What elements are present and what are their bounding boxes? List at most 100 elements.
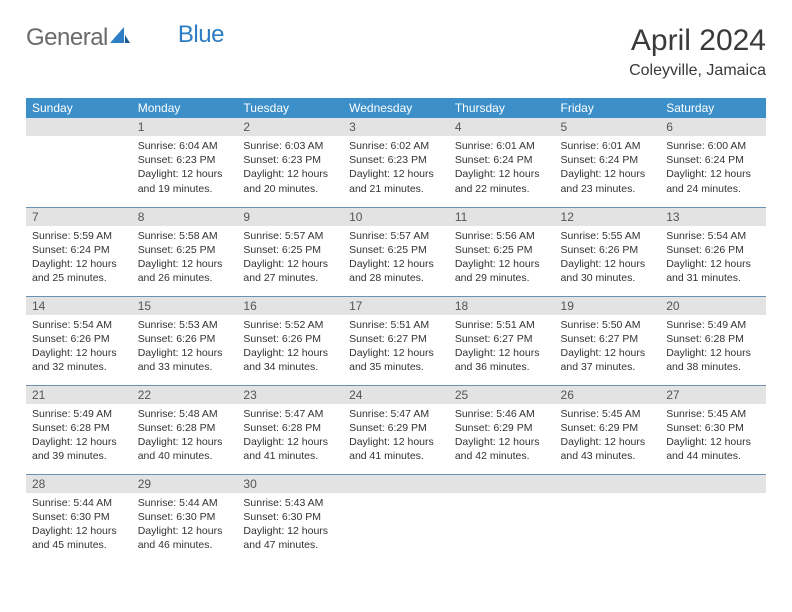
day-number: 21 xyxy=(26,386,132,404)
day-number-empty xyxy=(449,475,555,493)
calendar-cell: 25Sunrise: 5:46 AMSunset: 6:29 PMDayligh… xyxy=(449,385,555,474)
calendar-cell: 3Sunrise: 6:02 AMSunset: 6:23 PMDaylight… xyxy=(343,118,449,207)
weekday-header: Tuesday xyxy=(237,98,343,118)
calendar-cell: 16Sunrise: 5:52 AMSunset: 6:26 PMDayligh… xyxy=(237,296,343,385)
calendar-cell: 27Sunrise: 5:45 AMSunset: 6:30 PMDayligh… xyxy=(660,385,766,474)
day-number: 1 xyxy=(132,118,238,136)
day-details: Sunrise: 5:57 AMSunset: 6:25 PMDaylight:… xyxy=(237,226,343,290)
daylight-text: Daylight: 12 hours and 43 minutes. xyxy=(561,435,655,463)
calendar-cell: 20Sunrise: 5:49 AMSunset: 6:28 PMDayligh… xyxy=(660,296,766,385)
calendar-week-row: 7Sunrise: 5:59 AMSunset: 6:24 PMDaylight… xyxy=(26,207,766,296)
day-details: Sunrise: 5:53 AMSunset: 6:26 PMDaylight:… xyxy=(132,315,238,379)
sunset-text: Sunset: 6:28 PM xyxy=(666,332,760,346)
calendar-cell: 1Sunrise: 6:04 AMSunset: 6:23 PMDaylight… xyxy=(132,118,238,207)
sunrise-text: Sunrise: 5:56 AM xyxy=(455,229,549,243)
sunset-text: Sunset: 6:29 PM xyxy=(349,421,443,435)
sunrise-text: Sunrise: 5:53 AM xyxy=(138,318,232,332)
day-number: 14 xyxy=(26,297,132,315)
sunset-text: Sunset: 6:28 PM xyxy=(138,421,232,435)
calendar-cell: 9Sunrise: 5:57 AMSunset: 6:25 PMDaylight… xyxy=(237,207,343,296)
daylight-text: Daylight: 12 hours and 36 minutes. xyxy=(455,346,549,374)
calendar-cell: 18Sunrise: 5:51 AMSunset: 6:27 PMDayligh… xyxy=(449,296,555,385)
sunrise-text: Sunrise: 5:54 AM xyxy=(666,229,760,243)
sunrise-text: Sunrise: 5:52 AM xyxy=(243,318,337,332)
day-number: 25 xyxy=(449,386,555,404)
daylight-text: Daylight: 12 hours and 46 minutes. xyxy=(138,524,232,552)
day-details: Sunrise: 5:47 AMSunset: 6:28 PMDaylight:… xyxy=(237,404,343,468)
sunset-text: Sunset: 6:25 PM xyxy=(349,243,443,257)
day-number-empty xyxy=(660,475,766,493)
sunrise-text: Sunrise: 5:54 AM xyxy=(32,318,126,332)
daylight-text: Daylight: 12 hours and 26 minutes. xyxy=(138,257,232,285)
sunrise-text: Sunrise: 6:01 AM xyxy=(455,139,549,153)
calendar-cell: 26Sunrise: 5:45 AMSunset: 6:29 PMDayligh… xyxy=(555,385,661,474)
day-details: Sunrise: 5:57 AMSunset: 6:25 PMDaylight:… xyxy=(343,226,449,290)
sunrise-text: Sunrise: 5:49 AM xyxy=(666,318,760,332)
day-number: 16 xyxy=(237,297,343,315)
day-number: 24 xyxy=(343,386,449,404)
calendar-cell xyxy=(660,474,766,563)
sunset-text: Sunset: 6:30 PM xyxy=(243,510,337,524)
sunrise-text: Sunrise: 6:03 AM xyxy=(243,139,337,153)
sunrise-text: Sunrise: 5:51 AM xyxy=(349,318,443,332)
calendar-week-row: 21Sunrise: 5:49 AMSunset: 6:28 PMDayligh… xyxy=(26,385,766,474)
calendar-cell xyxy=(449,474,555,563)
calendar-cell: 15Sunrise: 5:53 AMSunset: 6:26 PMDayligh… xyxy=(132,296,238,385)
daylight-text: Daylight: 12 hours and 40 minutes. xyxy=(138,435,232,463)
daylight-text: Daylight: 12 hours and 23 minutes. xyxy=(561,167,655,195)
page-title: April 2024 xyxy=(629,24,766,58)
day-details: Sunrise: 6:02 AMSunset: 6:23 PMDaylight:… xyxy=(343,136,449,200)
sunrise-text: Sunrise: 5:47 AM xyxy=(243,407,337,421)
logo-text-grey: General xyxy=(26,24,108,52)
day-number: 10 xyxy=(343,208,449,226)
daylight-text: Daylight: 12 hours and 28 minutes. xyxy=(349,257,443,285)
weekday-header: Sunday xyxy=(26,98,132,118)
sunset-text: Sunset: 6:26 PM xyxy=(32,332,126,346)
daylight-text: Daylight: 12 hours and 39 minutes. xyxy=(32,435,126,463)
day-details: Sunrise: 5:47 AMSunset: 6:29 PMDaylight:… xyxy=(343,404,449,468)
logo: General Blue xyxy=(26,24,224,52)
day-details: Sunrise: 5:55 AMSunset: 6:26 PMDaylight:… xyxy=(555,226,661,290)
sunset-text: Sunset: 6:24 PM xyxy=(32,243,126,257)
day-details: Sunrise: 5:43 AMSunset: 6:30 PMDaylight:… xyxy=(237,493,343,557)
day-details: Sunrise: 6:03 AMSunset: 6:23 PMDaylight:… xyxy=(237,136,343,200)
sunrise-text: Sunrise: 5:59 AM xyxy=(32,229,126,243)
daylight-text: Daylight: 12 hours and 24 minutes. xyxy=(666,167,760,195)
sunrise-text: Sunrise: 5:44 AM xyxy=(138,496,232,510)
day-number: 12 xyxy=(555,208,661,226)
sunset-text: Sunset: 6:23 PM xyxy=(349,153,443,167)
weekday-header-row: Sunday Monday Tuesday Wednesday Thursday… xyxy=(26,98,766,118)
daylight-text: Daylight: 12 hours and 31 minutes. xyxy=(666,257,760,285)
calendar-cell xyxy=(343,474,449,563)
day-details: Sunrise: 5:45 AMSunset: 6:29 PMDaylight:… xyxy=(555,404,661,468)
calendar-cell: 17Sunrise: 5:51 AMSunset: 6:27 PMDayligh… xyxy=(343,296,449,385)
day-number-empty xyxy=(555,475,661,493)
daylight-text: Daylight: 12 hours and 30 minutes. xyxy=(561,257,655,285)
day-number: 17 xyxy=(343,297,449,315)
day-number: 30 xyxy=(237,475,343,493)
calendar-cell: 2Sunrise: 6:03 AMSunset: 6:23 PMDaylight… xyxy=(237,118,343,207)
location-label: Coleyville, Jamaica xyxy=(629,62,766,80)
sunrise-text: Sunrise: 5:51 AM xyxy=(455,318,549,332)
day-details: Sunrise: 5:59 AMSunset: 6:24 PMDaylight:… xyxy=(26,226,132,290)
calendar-cell xyxy=(555,474,661,563)
sunrise-text: Sunrise: 5:50 AM xyxy=(561,318,655,332)
day-details: Sunrise: 6:01 AMSunset: 6:24 PMDaylight:… xyxy=(449,136,555,200)
daylight-text: Daylight: 12 hours and 19 minutes. xyxy=(138,167,232,195)
sunset-text: Sunset: 6:25 PM xyxy=(243,243,337,257)
sunrise-text: Sunrise: 5:57 AM xyxy=(349,229,443,243)
day-details: Sunrise: 5:56 AMSunset: 6:25 PMDaylight:… xyxy=(449,226,555,290)
day-number-empty xyxy=(26,118,132,136)
daylight-text: Daylight: 12 hours and 42 minutes. xyxy=(455,435,549,463)
sunset-text: Sunset: 6:30 PM xyxy=(32,510,126,524)
day-number: 8 xyxy=(132,208,238,226)
sunset-text: Sunset: 6:25 PM xyxy=(455,243,549,257)
day-number: 11 xyxy=(449,208,555,226)
calendar-table: Sunday Monday Tuesday Wednesday Thursday… xyxy=(26,98,766,563)
weekday-header: Wednesday xyxy=(343,98,449,118)
calendar-cell: 11Sunrise: 5:56 AMSunset: 6:25 PMDayligh… xyxy=(449,207,555,296)
day-details: Sunrise: 5:44 AMSunset: 6:30 PMDaylight:… xyxy=(26,493,132,557)
day-details: Sunrise: 5:45 AMSunset: 6:30 PMDaylight:… xyxy=(660,404,766,468)
calendar-cell: 28Sunrise: 5:44 AMSunset: 6:30 PMDayligh… xyxy=(26,474,132,563)
sunset-text: Sunset: 6:26 PM xyxy=(561,243,655,257)
